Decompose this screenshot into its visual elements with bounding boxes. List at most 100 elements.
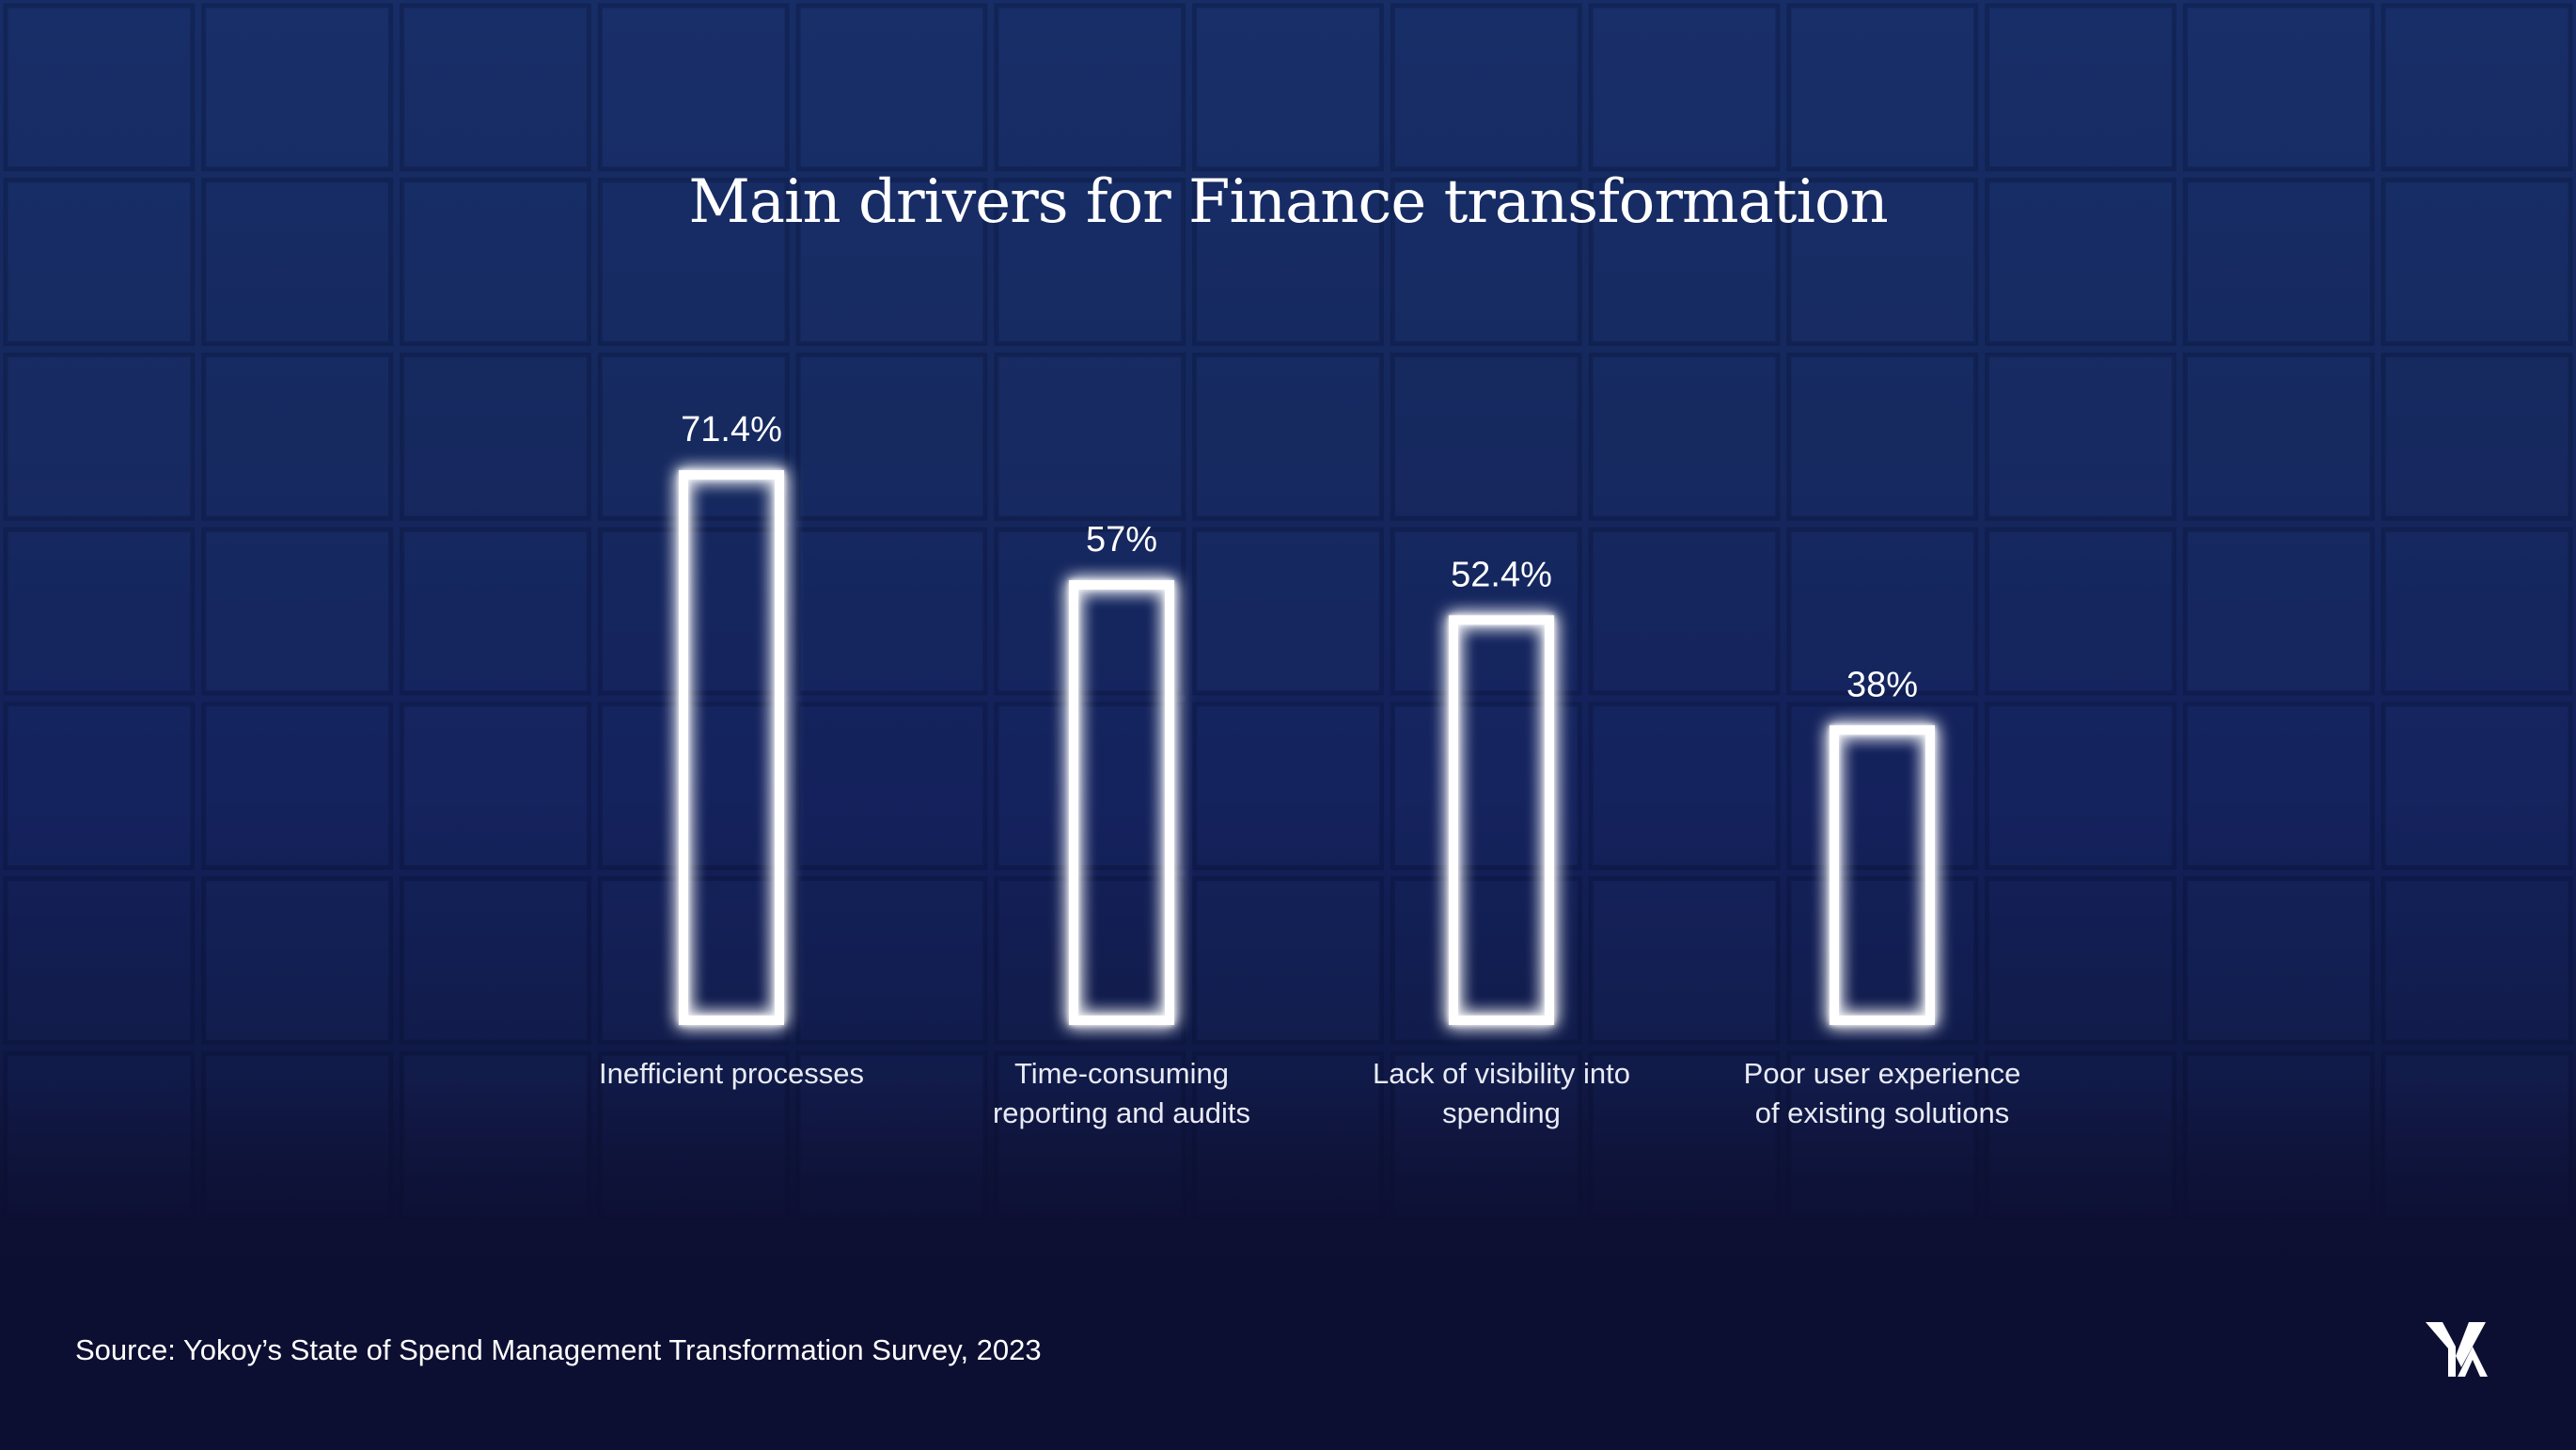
category-label-line: Inefficient processes [599, 1057, 864, 1090]
background-tile [3, 701, 196, 871]
bar-chart: 71.4% Inefficient processes 57% Time-consum… [599, 410, 2020, 1129]
background-tile [3, 3, 196, 172]
background-tile [3, 527, 196, 696]
background-tile [201, 3, 394, 172]
background-tile [1786, 352, 1979, 521]
background-tile [1588, 876, 1781, 1045]
background-tile [1786, 876, 1979, 1045]
background-tile [2182, 3, 2375, 172]
background-tile [1588, 701, 1781, 871]
value-label-0: 71.4% [681, 410, 782, 449]
category-label-line: Time-consuming [1014, 1057, 1229, 1090]
background-tile [2380, 701, 2573, 871]
bar-3 [1830, 725, 1935, 1025]
background-tile [3, 876, 196, 1045]
background-tile [1390, 3, 1582, 172]
background-tile [201, 352, 394, 521]
background-tile [2380, 178, 2573, 346]
background-tile [1985, 701, 2176, 871]
bars-group: 71.4% Inefficient processes 57% Time-consum… [599, 410, 2020, 1129]
background-tile [201, 178, 394, 346]
background-tile [2182, 178, 2375, 346]
background-tile [1985, 352, 2176, 521]
background-tile [1588, 527, 1781, 696]
value-label-2: 52.4% [1451, 555, 1552, 594]
background-tile [1588, 352, 1781, 521]
background-tile [597, 527, 790, 696]
background-tile [400, 178, 591, 346]
background-tile [2182, 876, 2375, 1045]
background-tile [2182, 701, 2375, 871]
background-tile [994, 701, 1186, 871]
background-tile [1985, 527, 2176, 696]
background-tile [1192, 701, 1384, 871]
background-tile [1786, 701, 1979, 871]
category-label-line: Poor user experience [1744, 1057, 2021, 1090]
background-tile [400, 876, 591, 1045]
background-tile [597, 352, 790, 521]
background-tile [1786, 178, 1979, 346]
category-label-line: of existing solutions [1755, 1096, 2010, 1129]
background-tile [994, 178, 1186, 346]
category-label-line: spending [1442, 1096, 1561, 1129]
background-tile [795, 527, 988, 696]
background-tile [1192, 352, 1384, 521]
bar-2 [1449, 615, 1554, 1025]
background-tile [795, 701, 988, 871]
background-tile [400, 527, 591, 696]
background-tile [1985, 876, 2176, 1045]
background-tile [400, 3, 591, 172]
background-tile [201, 701, 394, 871]
background-tile [201, 527, 394, 696]
background-tile [1786, 3, 1979, 172]
category-label-3: Poor user experience of existing solution… [1744, 1057, 2021, 1129]
source-note: Source: Yokoy’s State of Spend Managemen… [75, 1333, 1042, 1366]
background-tile [2380, 352, 2573, 521]
background-tile [1588, 178, 1781, 346]
value-label-3: 38% [1846, 665, 1918, 704]
background-tile [400, 352, 591, 521]
background-tile [1192, 178, 1384, 346]
bar-1 [1069, 579, 1174, 1025]
background-tile [400, 701, 591, 871]
background-tile [597, 876, 790, 1045]
background-tile [597, 3, 790, 172]
background-tile [2380, 527, 2573, 696]
category-label-2: Lack of visibility into spending [1373, 1057, 1630, 1129]
background-tile [2380, 876, 2573, 1045]
background-fade [0, 1081, 2576, 1450]
background-tile [795, 178, 988, 346]
yokoy-logo-icon [2426, 1322, 2488, 1377]
bar-0 [679, 470, 784, 1025]
background-tile [795, 876, 988, 1045]
value-label-1: 57% [1086, 520, 1157, 560]
background-tile [994, 876, 1186, 1045]
background-tile [597, 178, 790, 346]
background-tile [2380, 3, 2573, 172]
category-label-0: Inefficient processes [599, 1057, 864, 1090]
background-tile [1786, 527, 1979, 696]
background-tile [201, 876, 394, 1045]
background-tile [2182, 527, 2375, 696]
background-tile [994, 527, 1186, 696]
background-tile [795, 352, 988, 521]
background-tile [1985, 178, 2176, 346]
background-tile [994, 3, 1186, 172]
category-label-line: Lack of visibility into [1373, 1057, 1630, 1090]
background-tile [795, 3, 988, 172]
background-tile [1390, 876, 1582, 1045]
chart-title: Main drivers for Finance transformation [688, 167, 1888, 237]
background-tile [1192, 876, 1384, 1045]
background-tile [1192, 527, 1384, 696]
background-tile [1588, 3, 1781, 172]
background-tile [2182, 352, 2375, 521]
background-tile [1192, 3, 1384, 172]
category-label-1: Time-consuming reporting and audits [993, 1057, 1250, 1129]
background-tile [1985, 3, 2176, 172]
background-tile [1390, 178, 1582, 346]
category-label-line: reporting and audits [993, 1096, 1250, 1129]
background-tile [3, 178, 196, 346]
background-tile [1390, 352, 1582, 521]
background-tile [597, 701, 790, 871]
